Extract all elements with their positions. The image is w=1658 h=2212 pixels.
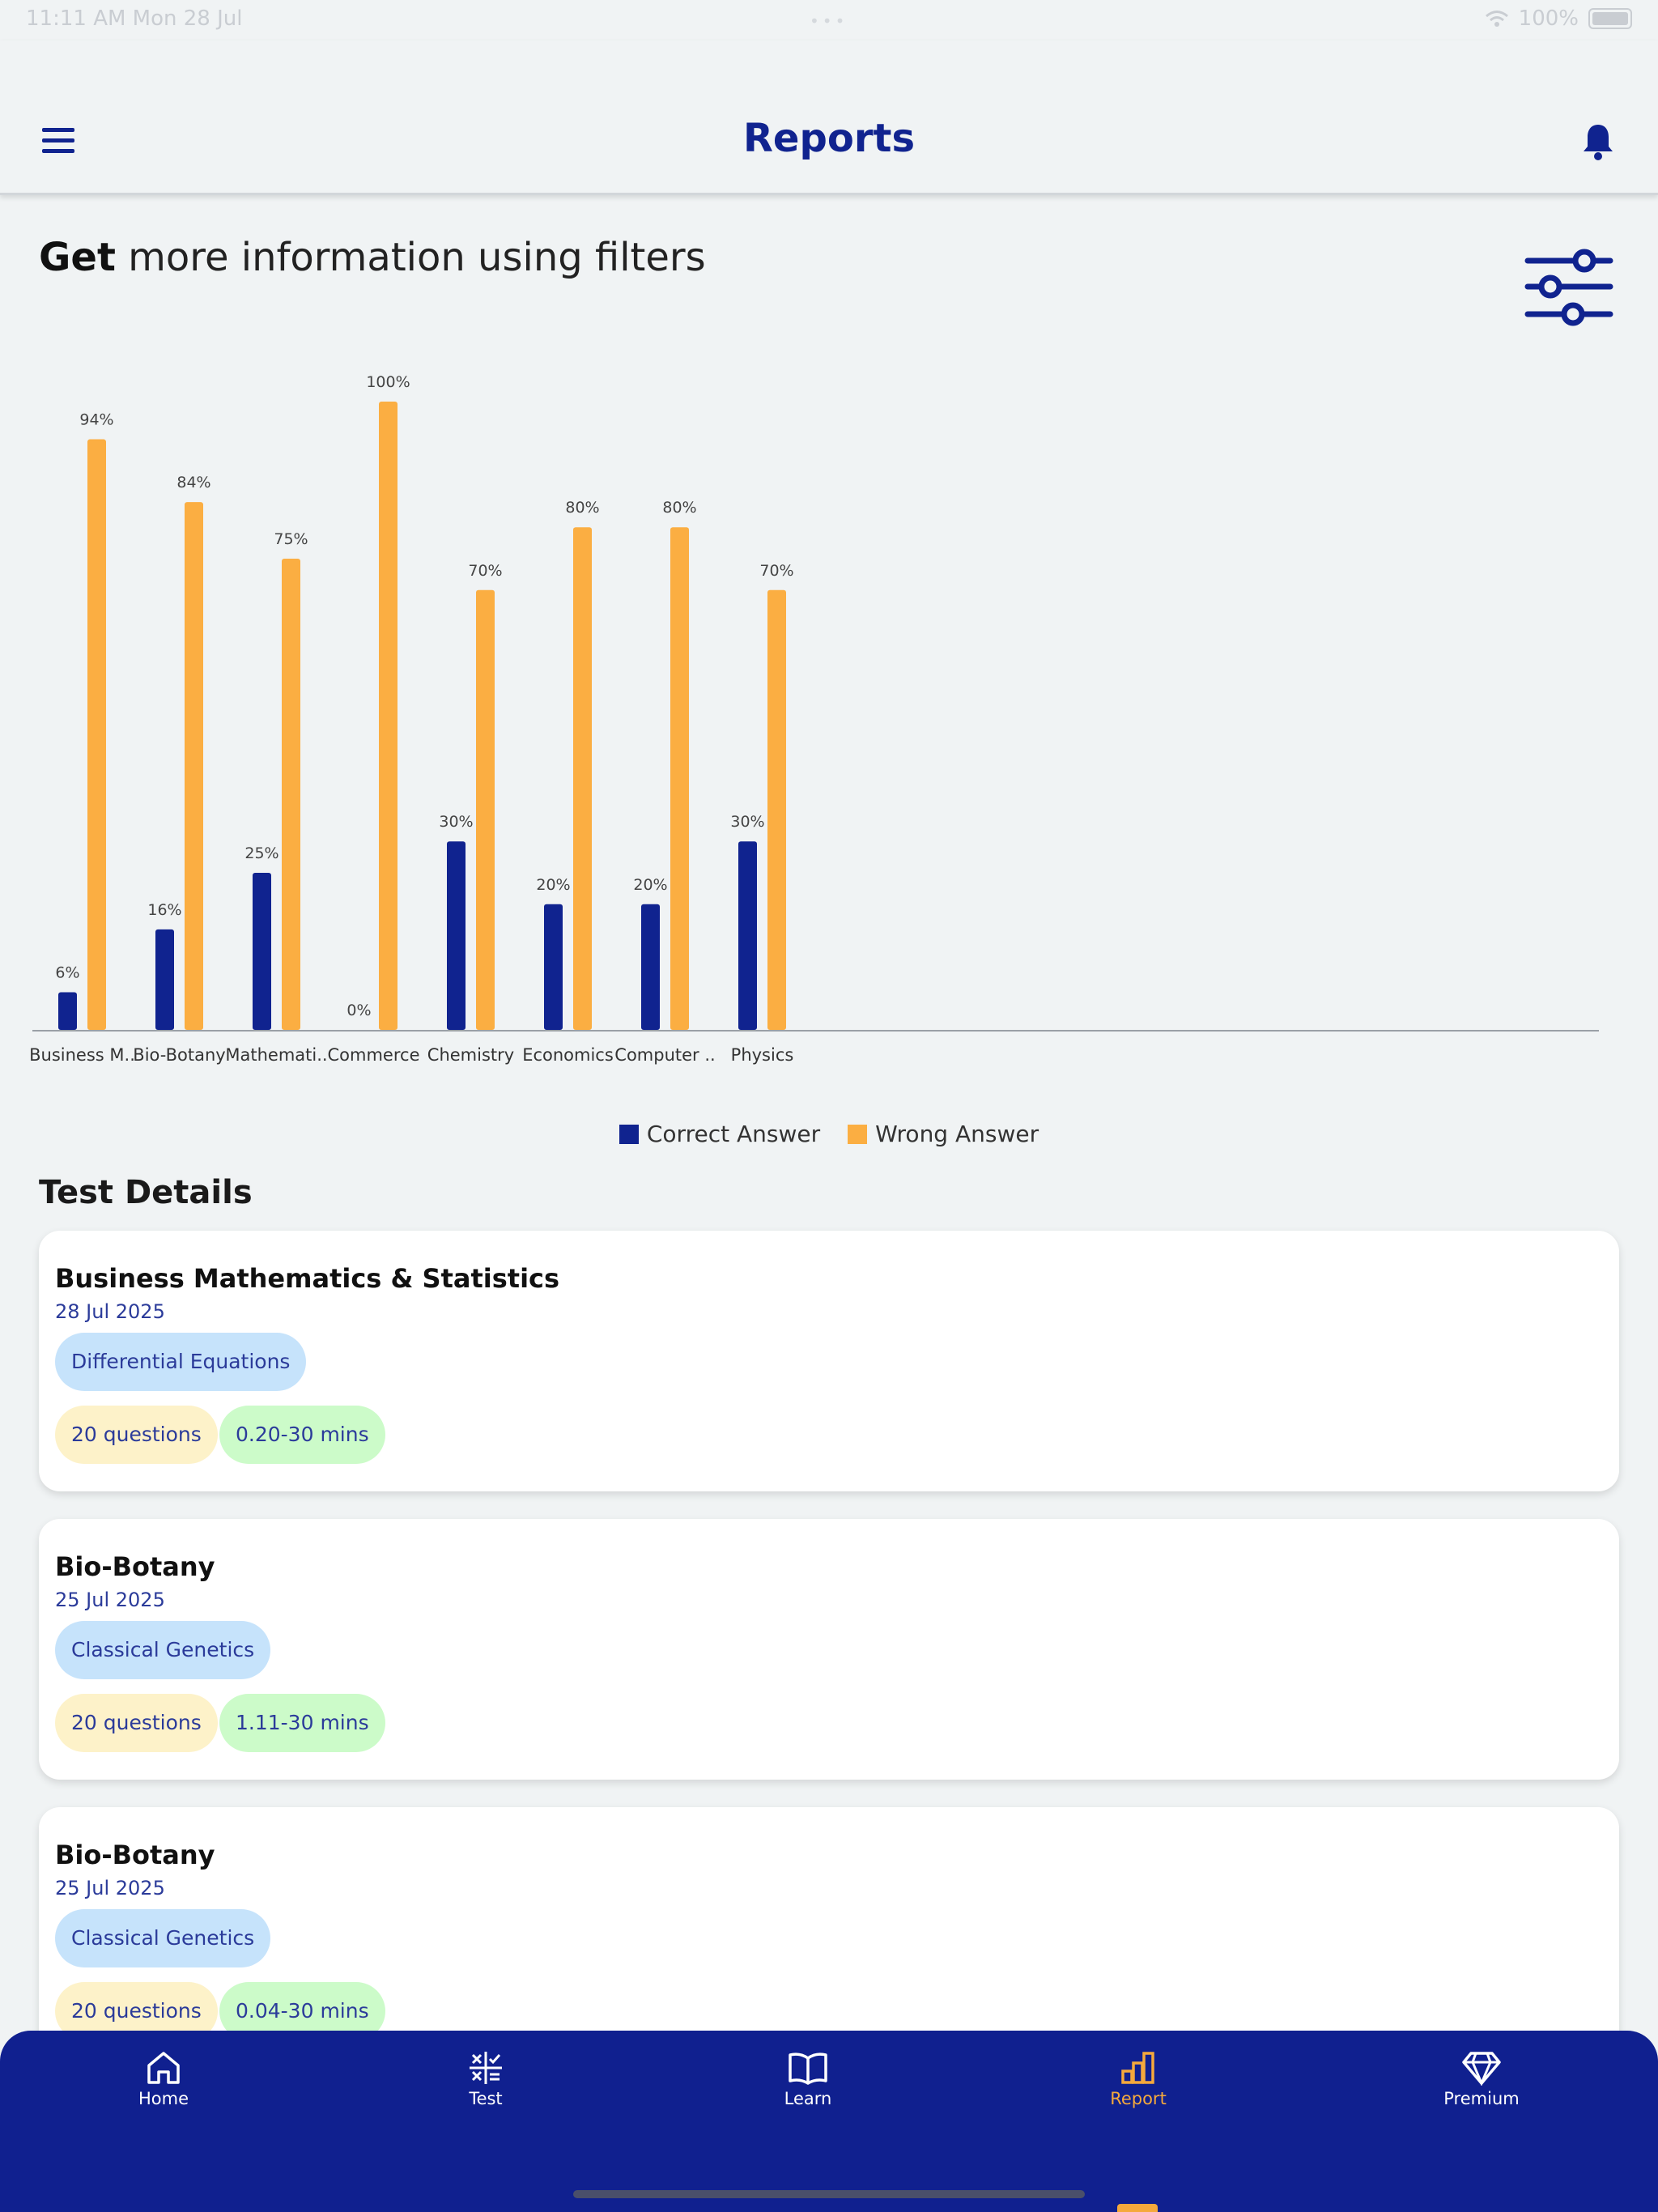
chart-legend: Correct Answer Wrong Answer xyxy=(0,1121,1658,1147)
category-label: Economics xyxy=(522,1045,614,1065)
bottom-nav: Home Test Learn Report xyxy=(0,2031,1658,2212)
home-indicator xyxy=(573,2190,1085,2198)
test-subject: Bio-Botany xyxy=(55,1840,215,1870)
bar-correct xyxy=(155,929,174,1030)
test-subject: Business Mathematics & Statistics xyxy=(55,1263,560,1294)
bar-correct xyxy=(544,904,563,1030)
topic-chip: Differential Equations xyxy=(55,1333,307,1391)
nav-report-label: Report xyxy=(1110,2089,1167,2108)
home-icon xyxy=(147,2052,180,2084)
filter-heading: Get more information using filters xyxy=(39,235,706,280)
book-icon xyxy=(789,2052,827,2085)
nav-learn-label: Learn xyxy=(784,2089,832,2108)
bell-icon[interactable] xyxy=(1579,121,1618,162)
test-card[interactable]: Bio-Botany 25 Jul 2025 Classical Genetic… xyxy=(39,1807,1619,2068)
topic-chip: Classical Genetics xyxy=(55,1909,271,1967)
status-bar: 11:11 AM Mon 28 Jul ••• 100% xyxy=(0,0,1658,40)
active-tab-marker xyxy=(1117,2204,1158,2212)
bar-correct xyxy=(58,992,77,1030)
category-label: Chemistry xyxy=(427,1045,514,1065)
category-label: Business M.. xyxy=(29,1045,135,1065)
test-card[interactable]: Bio-Botany 25 Jul 2025 Classical Genetic… xyxy=(39,1519,1619,1780)
bar-wrong xyxy=(767,589,786,1030)
bar-value-label: 80% xyxy=(565,499,599,517)
results-bar-chart: 6% 94% Business M.. 16% 84% Bio-Botany 25% 75% M… xyxy=(29,373,1599,1065)
bar-wrong xyxy=(87,439,106,1030)
bar-correct xyxy=(641,904,660,1030)
page-title: Reports xyxy=(742,116,916,161)
category-label: Computer .. xyxy=(614,1045,715,1065)
bar-value-label: 16% xyxy=(147,901,181,919)
bar-value-label: 100% xyxy=(366,373,410,391)
legend-correct-label: Correct Answer xyxy=(646,1121,821,1147)
test-subject: Bio-Botany xyxy=(55,1551,215,1582)
legend-wrong-label: Wrong Answer xyxy=(875,1121,1039,1147)
bar-value-label: 75% xyxy=(274,530,308,548)
legend-wrong-swatch xyxy=(848,1124,868,1144)
nav-premium-label: Premium xyxy=(1443,2089,1520,2108)
battery-percent: 100% xyxy=(1518,6,1579,31)
legend-wrong: Wrong Answer xyxy=(848,1121,1039,1147)
bar-value-label: 6% xyxy=(55,963,79,981)
bar-wrong xyxy=(282,559,300,1030)
test-card[interactable]: Business Mathematics & Statistics 28 Jul… xyxy=(39,1231,1619,1491)
test-date: 25 Jul 2025 xyxy=(55,1589,165,1611)
bar-correct xyxy=(253,873,271,1030)
bar-value-label: 25% xyxy=(244,844,278,862)
bar-wrong xyxy=(670,527,689,1030)
time-chip: 0.20-30 mins xyxy=(219,1406,385,1464)
bar-chart-icon xyxy=(1121,2052,1154,2084)
bar-value-label: 20% xyxy=(633,876,667,894)
bar-value-label: 30% xyxy=(730,813,764,831)
bar-value-label: 70% xyxy=(759,562,793,580)
nav-test-label: Test xyxy=(469,2089,503,2108)
bar-value-label: 84% xyxy=(176,474,210,491)
filter-heading-text: more information using filters xyxy=(115,235,706,280)
diamond-icon xyxy=(1462,2052,1501,2086)
filter-sliders-icon[interactable] xyxy=(1524,245,1613,330)
bar-correct xyxy=(738,841,757,1030)
status-time: 11:11 AM Mon 28 Jul xyxy=(26,6,243,31)
nav-test[interactable]: Test xyxy=(405,2050,567,2108)
questions-chip: 20 questions xyxy=(55,1406,218,1464)
category-label: Physics xyxy=(731,1045,794,1065)
nav-home[interactable]: Home xyxy=(83,2050,244,2108)
bar-value-label: 30% xyxy=(439,813,473,831)
test-icon xyxy=(470,2052,502,2084)
bar-value-label: 70% xyxy=(468,562,502,580)
legend-correct-swatch xyxy=(619,1124,639,1144)
category-label: Mathemati.. xyxy=(225,1045,327,1065)
bar-value-label: 94% xyxy=(79,411,113,429)
topic-chip: Classical Genetics xyxy=(55,1621,271,1679)
category-label: Bio-Botany xyxy=(133,1045,225,1065)
multitasking-dots: ••• xyxy=(810,11,848,31)
nav-premium[interactable]: Premium xyxy=(1401,2050,1562,2108)
bar-correct xyxy=(447,841,466,1030)
filter-heading-bold: Get xyxy=(39,235,116,280)
bar-wrong xyxy=(185,502,203,1030)
app-header: Reports xyxy=(0,40,1658,195)
bar-value-label: 80% xyxy=(662,499,696,517)
bar-value-label: 0% xyxy=(346,1002,371,1019)
status-right: 100% xyxy=(1485,6,1632,31)
nav-report[interactable]: Report xyxy=(1057,2050,1219,2108)
test-date: 28 Jul 2025 xyxy=(55,1300,165,1323)
time-chip: 1.11-30 mins xyxy=(219,1694,385,1752)
bar-value-label: 20% xyxy=(536,876,570,894)
bar-wrong xyxy=(476,589,495,1030)
test-details-title: Test Details xyxy=(39,1174,253,1211)
battery-icon xyxy=(1588,8,1632,29)
menu-icon[interactable] xyxy=(42,128,74,154)
questions-chip: 20 questions xyxy=(55,1694,218,1752)
nav-learn[interactable]: Learn xyxy=(727,2050,889,2108)
bar-wrong xyxy=(379,402,397,1030)
nav-home-label: Home xyxy=(138,2089,189,2108)
category-label: Commerce xyxy=(328,1045,420,1065)
bar-wrong xyxy=(573,527,592,1030)
legend-correct: Correct Answer xyxy=(619,1121,820,1147)
wifi-icon xyxy=(1485,11,1508,27)
test-date: 25 Jul 2025 xyxy=(55,1877,165,1899)
